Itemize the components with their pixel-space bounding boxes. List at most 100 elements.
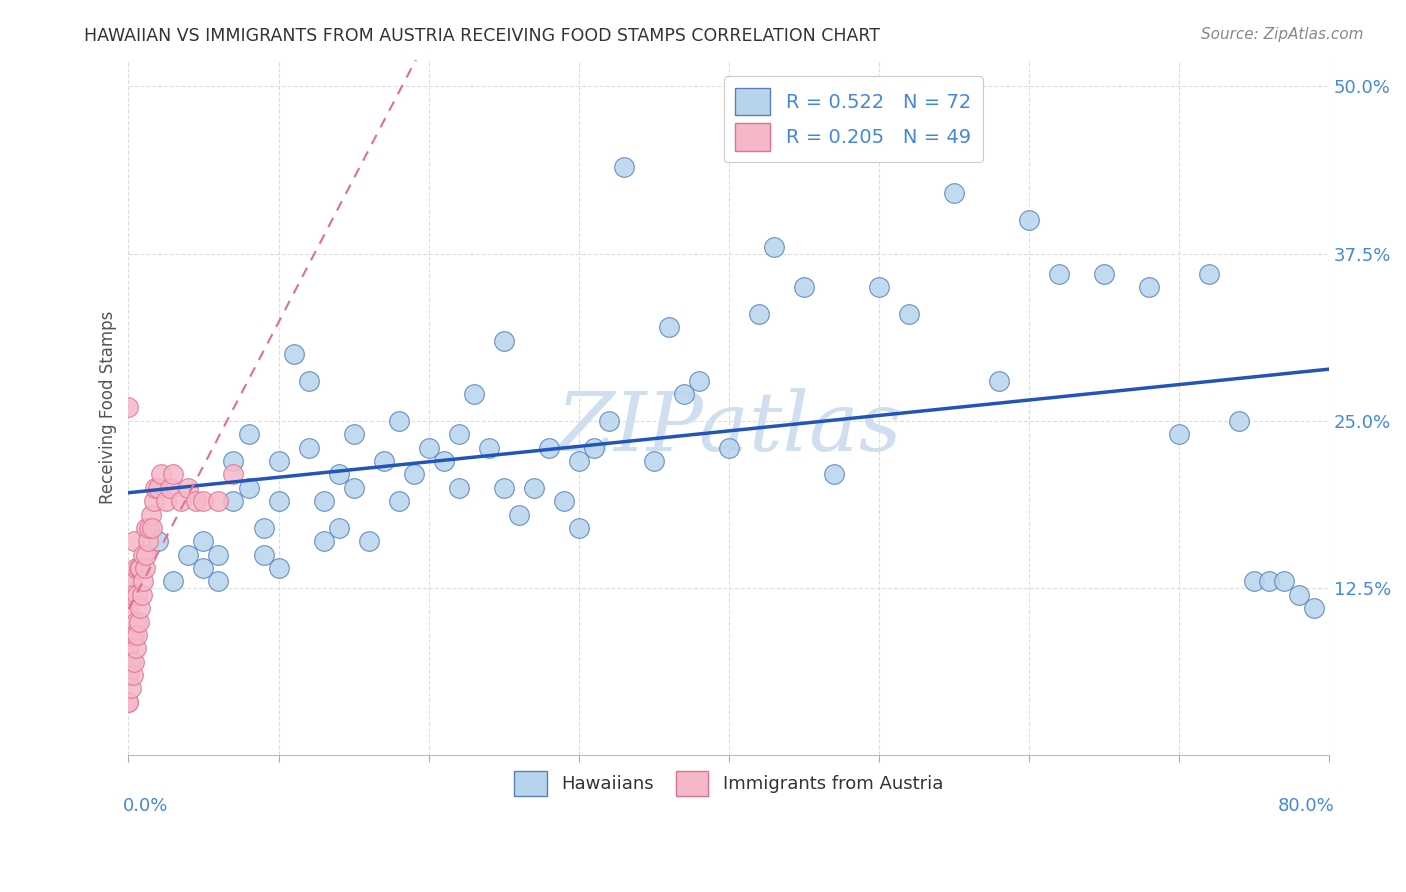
Point (748, 307, 770, 321)
Point (328, 467, 350, 482)
Point (1167, 427, 1189, 442)
Point (193, 534, 215, 549)
Point (897, 307, 920, 321)
Point (267, 561, 290, 575)
Point (125, 561, 148, 575)
Point (568, 521, 591, 535)
Point (283, 347, 305, 361)
Point (1092, 267, 1115, 281)
Point (162, 574, 184, 589)
Point (252, 521, 274, 535)
Point (297, 374, 319, 388)
Point (1227, 414, 1250, 428)
Point (297, 441, 319, 455)
Point (267, 494, 290, 508)
Point (129, 601, 152, 615)
Point (1137, 280, 1160, 294)
Point (121, 574, 143, 589)
Point (312, 534, 335, 549)
Point (432, 454, 454, 468)
Point (121, 655, 143, 669)
Point (117, 628, 139, 642)
Point (762, 240, 785, 254)
Point (122, 588, 145, 602)
Point (122, 668, 145, 682)
Point (1302, 601, 1324, 615)
Point (342, 427, 364, 442)
Point (492, 334, 515, 348)
Text: 80.0%: 80.0% (1278, 797, 1334, 815)
Point (508, 508, 530, 522)
Point (125, 641, 148, 656)
Point (132, 548, 155, 562)
Point (418, 441, 440, 455)
Point (121, 681, 143, 696)
Point (150, 467, 173, 482)
Point (184, 494, 207, 508)
Point (148, 534, 170, 549)
Point (342, 481, 364, 495)
Point (139, 508, 162, 522)
Point (357, 534, 380, 549)
Point (117, 695, 139, 709)
Point (672, 387, 695, 401)
Text: 0.0%: 0.0% (122, 797, 167, 815)
Point (613, 160, 636, 174)
Point (141, 521, 163, 535)
Point (553, 494, 575, 508)
Point (117, 401, 139, 415)
Point (136, 534, 159, 549)
Point (267, 454, 290, 468)
Text: Source: ZipAtlas.com: Source: ZipAtlas.com (1201, 27, 1364, 42)
Point (117, 601, 139, 615)
Text: ZIPatlas: ZIPatlas (555, 388, 901, 468)
Point (238, 481, 260, 495)
Point (688, 374, 710, 388)
Point (568, 454, 591, 468)
Point (222, 467, 245, 482)
Point (193, 561, 215, 575)
Point (598, 414, 620, 428)
Y-axis label: Receiving Food Stamps: Receiving Food Stamps (100, 310, 117, 504)
Point (1243, 574, 1265, 589)
Point (170, 494, 193, 508)
Point (117, 641, 139, 656)
Point (128, 615, 150, 629)
Point (143, 494, 166, 508)
Point (177, 548, 200, 562)
Point (868, 280, 890, 294)
Point (1198, 267, 1220, 281)
Point (207, 494, 229, 508)
Point (312, 494, 335, 508)
Point (134, 561, 156, 575)
Point (207, 574, 229, 589)
Point (148, 481, 170, 495)
Point (207, 548, 229, 562)
Point (942, 186, 965, 201)
Point (135, 548, 157, 562)
Point (447, 427, 470, 442)
Point (1272, 574, 1295, 589)
Point (793, 280, 815, 294)
Point (127, 588, 149, 602)
Point (252, 548, 274, 562)
Point (238, 427, 260, 442)
Point (1047, 267, 1070, 281)
Point (145, 481, 167, 495)
Point (643, 454, 665, 468)
Point (193, 494, 215, 508)
Point (159, 481, 181, 495)
Point (823, 467, 845, 482)
Point (1018, 213, 1040, 227)
Point (127, 628, 149, 642)
Point (447, 481, 470, 495)
Point (1257, 574, 1279, 589)
Point (222, 454, 245, 468)
Point (124, 628, 146, 642)
Point (987, 374, 1010, 388)
Point (128, 561, 150, 575)
Point (124, 655, 146, 669)
Point (658, 320, 681, 334)
Point (373, 454, 395, 468)
Text: HAWAIIAN VS IMMIGRANTS FROM AUSTRIA RECEIVING FOOD STAMPS CORRELATION CHART: HAWAIIAN VS IMMIGRANTS FROM AUSTRIA RECE… (84, 27, 880, 45)
